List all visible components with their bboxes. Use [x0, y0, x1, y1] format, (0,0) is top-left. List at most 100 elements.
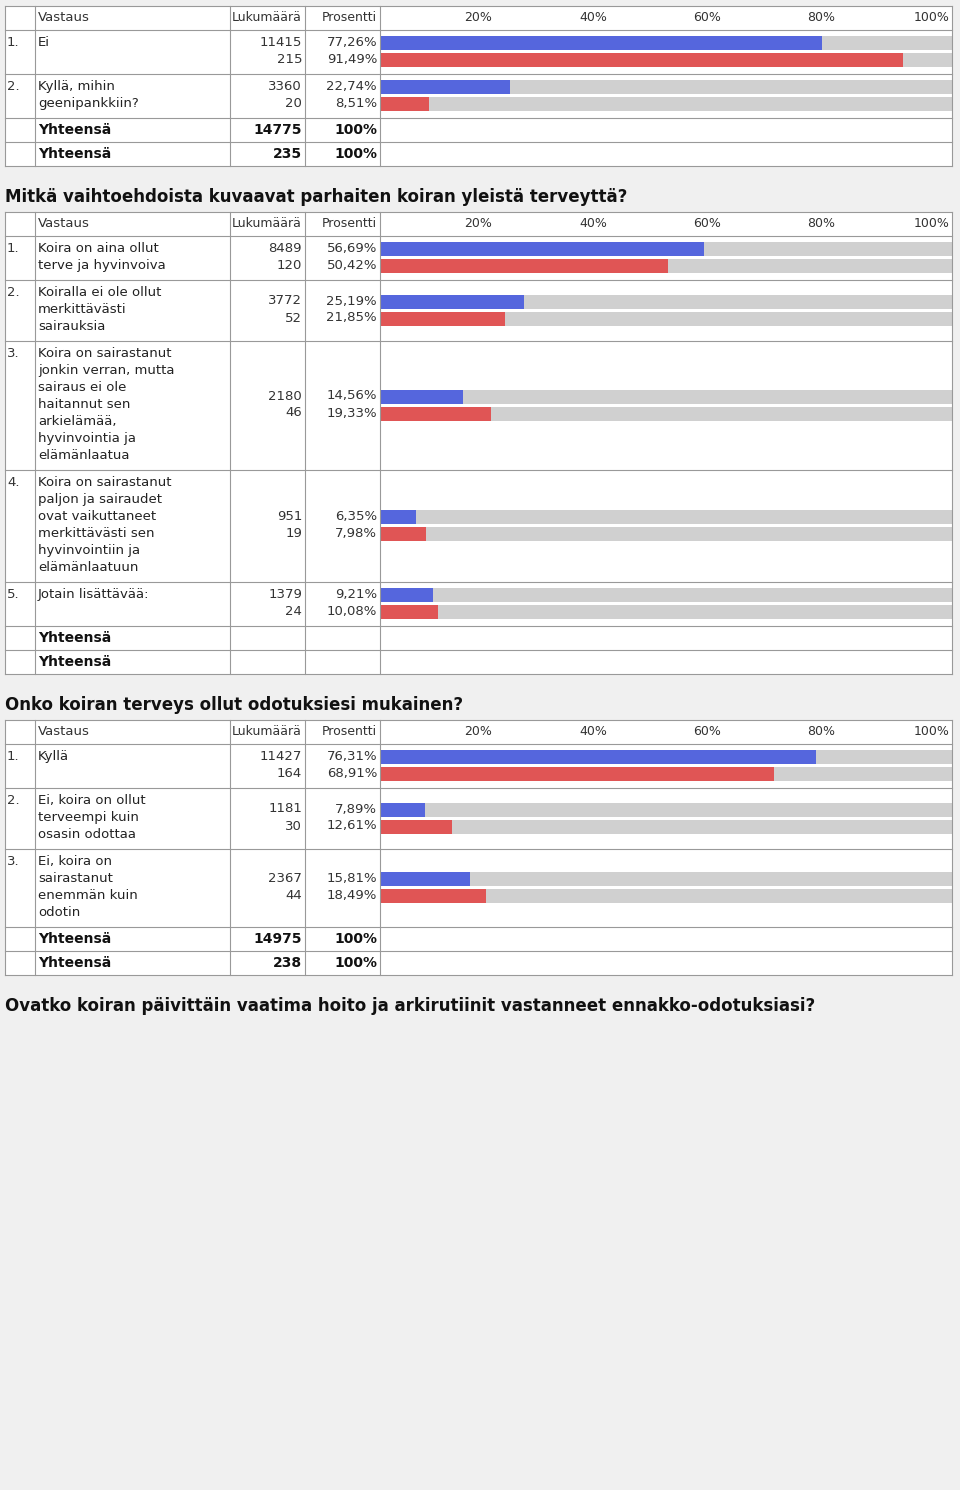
Text: 1.: 1. — [7, 241, 19, 255]
Bar — [380, 820, 952, 833]
Text: Ei, koira on: Ei, koira on — [38, 855, 112, 869]
Text: Yhteensä: Yhteensä — [38, 933, 111, 946]
Bar — [380, 389, 952, 404]
Text: 60%: 60% — [693, 726, 721, 738]
Bar — [380, 259, 668, 273]
Text: jonkin verran, mutta: jonkin verran, mutta — [38, 364, 175, 377]
Text: 18,49%: 18,49% — [326, 890, 377, 901]
Text: sairauksia: sairauksia — [38, 320, 106, 332]
Text: 100%: 100% — [334, 933, 377, 946]
Text: 56,69%: 56,69% — [326, 241, 377, 255]
Text: paljon ja sairaudet: paljon ja sairaudet — [38, 493, 162, 507]
Text: 100%: 100% — [334, 957, 377, 970]
Bar — [380, 767, 774, 781]
Text: Koira on sairastanut: Koira on sairastanut — [38, 475, 172, 489]
Bar — [380, 311, 952, 325]
Text: 1379: 1379 — [268, 589, 302, 600]
Bar — [5, 849, 952, 927]
Bar — [5, 583, 952, 626]
Text: 80%: 80% — [807, 726, 835, 738]
Bar — [380, 527, 425, 541]
Bar — [380, 820, 452, 833]
Text: 40%: 40% — [579, 10, 607, 24]
Text: elämänlaatua: elämänlaatua — [38, 448, 130, 462]
Bar — [5, 744, 952, 788]
Bar — [5, 650, 952, 673]
Text: 30: 30 — [285, 820, 302, 833]
Text: Onko koiran terveys ollut odotuksiesi mukainen?: Onko koiran terveys ollut odotuksiesi mu… — [5, 696, 463, 714]
Text: Vastaus: Vastaus — [38, 218, 90, 229]
Bar — [5, 788, 952, 849]
Text: 52: 52 — [285, 311, 302, 325]
Text: 9,21%: 9,21% — [335, 589, 377, 600]
Text: hyvinvointia ja: hyvinvointia ja — [38, 432, 136, 446]
Bar — [380, 36, 822, 51]
Text: hyvinvointiin ja: hyvinvointiin ja — [38, 544, 140, 557]
Text: sairaus ei ole: sairaus ei ole — [38, 381, 127, 393]
Text: 4.: 4. — [7, 475, 19, 489]
Text: 80%: 80% — [807, 10, 835, 24]
Text: Lukumäärä: Lukumäärä — [232, 10, 302, 24]
Bar — [5, 280, 952, 341]
Text: 100%: 100% — [914, 10, 950, 24]
Bar — [380, 80, 952, 94]
Text: 44: 44 — [285, 890, 302, 901]
Text: 19,33%: 19,33% — [326, 407, 377, 420]
Text: Kyllä: Kyllä — [38, 749, 69, 763]
Text: 951: 951 — [276, 510, 302, 523]
Bar — [380, 311, 505, 325]
Text: Yhteensä: Yhteensä — [38, 148, 111, 161]
Bar — [380, 749, 952, 764]
Bar — [5, 469, 952, 583]
Text: Yhteensä: Yhteensä — [38, 656, 111, 669]
Text: 3.: 3. — [7, 855, 19, 869]
Bar — [380, 80, 510, 94]
Text: 1181: 1181 — [268, 803, 302, 815]
Text: haitannut sen: haitannut sen — [38, 398, 131, 411]
Text: sairastanut: sairastanut — [38, 872, 113, 885]
Bar — [5, 235, 952, 280]
Bar — [5, 720, 952, 744]
Text: 12,61%: 12,61% — [326, 820, 377, 833]
Text: merkittävästi: merkittävästi — [38, 302, 127, 316]
Bar — [380, 767, 952, 781]
Text: 80%: 80% — [807, 218, 835, 229]
Bar — [380, 527, 952, 541]
Bar — [380, 97, 952, 110]
Text: Koira on aina ollut: Koira on aina ollut — [38, 241, 158, 255]
Text: Ei, koira on ollut: Ei, koira on ollut — [38, 794, 146, 808]
Text: 21,85%: 21,85% — [326, 311, 377, 325]
Text: geenipankkiin?: geenipankkiin? — [38, 97, 139, 110]
Text: Mitkä vaihtoehdoista kuvaavat parhaiten koiran yleistä terveyttä?: Mitkä vaihtoehdoista kuvaavat parhaiten … — [5, 188, 628, 206]
Text: merkittävästi sen: merkittävästi sen — [38, 527, 155, 539]
Bar — [380, 241, 952, 256]
Text: osasin odottaa: osasin odottaa — [38, 828, 136, 840]
Text: Ei: Ei — [38, 36, 50, 49]
Text: elämänlaatuun: elämänlaatuun — [38, 562, 138, 574]
Text: 19: 19 — [285, 527, 302, 539]
Text: 215: 215 — [276, 54, 302, 66]
Text: 8,51%: 8,51% — [335, 97, 377, 110]
Text: Koira on sairastanut: Koira on sairastanut — [38, 347, 172, 361]
Text: 40%: 40% — [579, 218, 607, 229]
Bar — [380, 890, 952, 903]
Bar — [380, 36, 952, 51]
Text: enemmän kuin: enemmän kuin — [38, 890, 137, 901]
Text: 100%: 100% — [334, 124, 377, 137]
Text: 100%: 100% — [914, 726, 950, 738]
Text: Koiralla ei ole ollut: Koiralla ei ole ollut — [38, 286, 161, 299]
Text: 1.: 1. — [7, 36, 19, 49]
Text: 7,98%: 7,98% — [335, 527, 377, 539]
Text: Ovatko koiran päivittäin vaatima hoito ja arkirutiinit vastanneet ennakko-odotuk: Ovatko koiran päivittäin vaatima hoito j… — [5, 997, 815, 1015]
Text: Kyllä, mihin: Kyllä, mihin — [38, 80, 115, 92]
Text: 20%: 20% — [465, 10, 492, 24]
Text: 68,91%: 68,91% — [326, 767, 377, 779]
Text: 20: 20 — [285, 97, 302, 110]
Text: 20%: 20% — [465, 726, 492, 738]
Text: 5.: 5. — [7, 589, 19, 600]
Bar — [380, 259, 952, 273]
Bar — [380, 605, 438, 618]
Text: Vastaus: Vastaus — [38, 10, 90, 24]
Bar — [5, 212, 952, 235]
Bar — [5, 30, 952, 74]
